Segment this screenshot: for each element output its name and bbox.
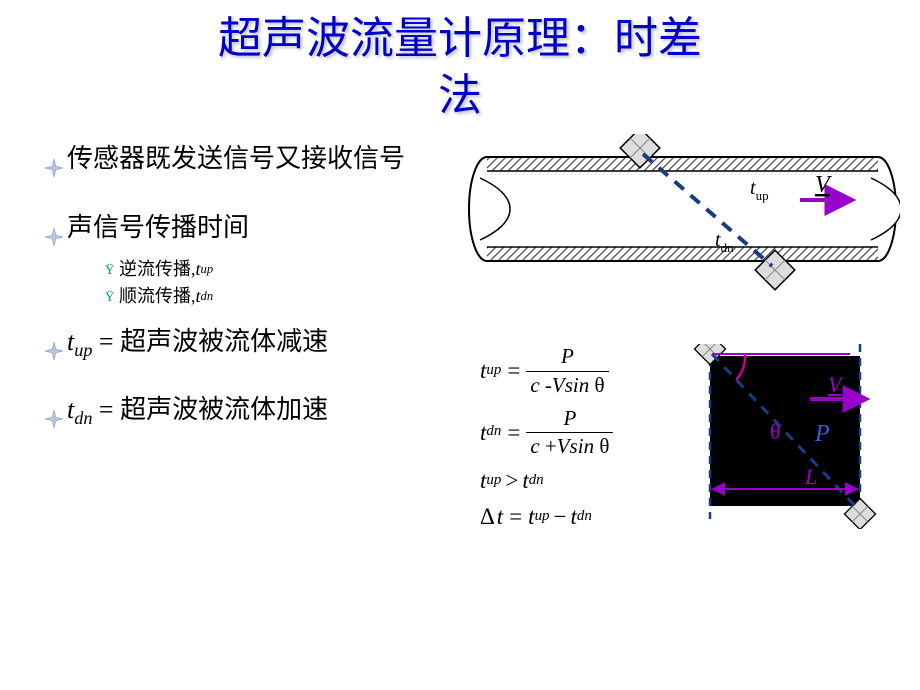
- formula-tup: tup = P c -Vsin θ: [480, 344, 613, 397]
- bullet-2: 声信号传播时间: [45, 208, 465, 258]
- left-column: 传感器既发送信号又接收信号 声信号传播时间 Ÿ 逆流传播, tup Ÿ 顺流传播…: [45, 134, 465, 458]
- svg-text:θ: θ: [770, 419, 781, 444]
- title-line2: 法: [438, 71, 482, 120]
- frac-tdn: P c +Vsin θ: [526, 406, 613, 459]
- star-icon: [45, 139, 67, 189]
- formula-tdn: tdn = P c +Vsin θ: [480, 406, 613, 459]
- title-line1: 超声波流量计原理：时差: [218, 14, 702, 63]
- sub-bullet-2: Ÿ 顺流传播, tdn: [105, 283, 465, 310]
- frac-num-P: P: [555, 344, 580, 370]
- svg-text:P: P: [814, 421, 830, 447]
- b4-sub: dn: [74, 408, 92, 428]
- sub1-pre: 逆流传播,: [119, 256, 196, 283]
- star-icon: [45, 208, 67, 258]
- frac-den: c -Vsin θ: [526, 371, 608, 398]
- frac-den: c +Vsin θ: [526, 432, 613, 459]
- frac-num-P: P: [557, 406, 582, 432]
- b4-wrap: tdn = 超声波被流体加速: [67, 390, 328, 432]
- slide-title: 超声波流量计原理：时差 法: [0, 0, 920, 124]
- sub1-sub: up: [201, 260, 214, 279]
- bullet-1: 传感器既发送信号又接收信号: [45, 139, 465, 189]
- eq-sign: =: [501, 419, 526, 447]
- b3-sub: up: [74, 340, 92, 360]
- bullet-1-text: 传感器既发送信号又接收信号: [67, 139, 405, 179]
- sub-bullets: Ÿ 逆流传播, tup Ÿ 顺流传播, tdn: [45, 256, 465, 310]
- sub-icon: Ÿ: [105, 287, 119, 307]
- formula-delta: Δ t = tup − tdn: [480, 503, 613, 531]
- pipe-diagram: tup tdn V: [465, 134, 900, 314]
- b4-rest: = 超声波被流体加速: [92, 395, 328, 424]
- formula-gt: tup > tdn: [480, 467, 613, 495]
- bullet-2-text: 声信号传播时间: [67, 208, 249, 248]
- bullet-3: tup = 超声波被流体减速: [45, 322, 465, 372]
- eq-sign: =: [501, 357, 526, 385]
- svg-text:L: L: [804, 464, 817, 489]
- f-tup-sub: up: [486, 362, 501, 380]
- b3-rest: = 超声波被流体减速: [92, 327, 328, 356]
- sub2-sub: dn: [201, 287, 214, 306]
- sub-bullet-1: Ÿ 逆流传播, tup: [105, 256, 465, 283]
- angle-diagram: V θ P L: [690, 344, 900, 529]
- star-icon: [45, 322, 67, 372]
- b3-wrap: tup = 超声波被流体减速: [67, 322, 328, 364]
- sub-icon: Ÿ: [105, 260, 119, 280]
- frac-tup: P c -Vsin θ: [526, 344, 608, 397]
- f-tdn-sub: dn: [486, 423, 501, 441]
- star-icon: [45, 390, 67, 440]
- formula-block: tup = P c -Vsin θ tdn = P c +Vsin θ tup …: [480, 344, 613, 538]
- svg-text:V: V: [815, 172, 832, 198]
- bullet-4: tdn = 超声波被流体加速: [45, 390, 465, 440]
- sub2-pre: 顺流传播,: [119, 283, 196, 310]
- content: 传感器既发送信号又接收信号 声信号传播时间 Ÿ 逆流传播, tup Ÿ 顺流传播…: [0, 124, 920, 458]
- right-column: tup tdn V: [465, 134, 900, 458]
